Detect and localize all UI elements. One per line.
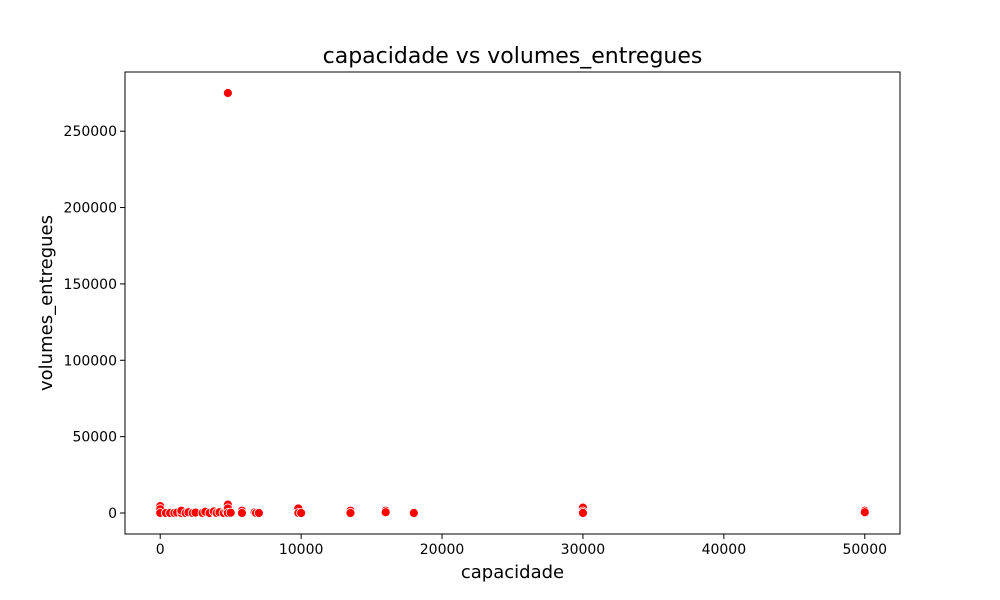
data-point	[408, 508, 419, 518]
data-point	[237, 508, 247, 518]
data-point	[225, 507, 236, 518]
y-tick-label: 150000	[64, 277, 117, 293]
data-point	[345, 508, 356, 518]
y-axis: 0 50000 100000 150000 200000 250000	[64, 124, 125, 522]
data-points	[155, 88, 870, 518]
y-tick-label: 0	[108, 506, 117, 522]
x-tick-label: 50000	[842, 542, 887, 558]
chart-title: capacidade vs volumes_entregues	[323, 44, 703, 69]
y-tick-label: 50000	[72, 430, 117, 446]
x-tick-label: 10000	[279, 542, 324, 558]
x-axis: 0 10000 20000 30000 40000 50000	[156, 534, 887, 558]
y-tick-label: 250000	[64, 124, 117, 140]
plot-area	[124, 71, 901, 535]
x-tick-label: 40000	[702, 542, 747, 558]
data-point	[222, 88, 233, 98]
x-axis-label: capacidade	[461, 562, 564, 583]
data-point	[380, 507, 391, 518]
x-tick-label: 0	[156, 542, 165, 558]
data-point	[296, 508, 307, 518]
data-point	[578, 508, 588, 518]
y-tick-label: 100000	[64, 353, 117, 369]
x-tick-label: 30000	[561, 542, 606, 558]
data-point	[253, 508, 264, 518]
x-tick-label: 20000	[420, 542, 465, 558]
y-tick-label: 200000	[64, 201, 117, 217]
y-axis-label: volumes_entregues	[36, 215, 57, 391]
data-point	[859, 507, 870, 518]
